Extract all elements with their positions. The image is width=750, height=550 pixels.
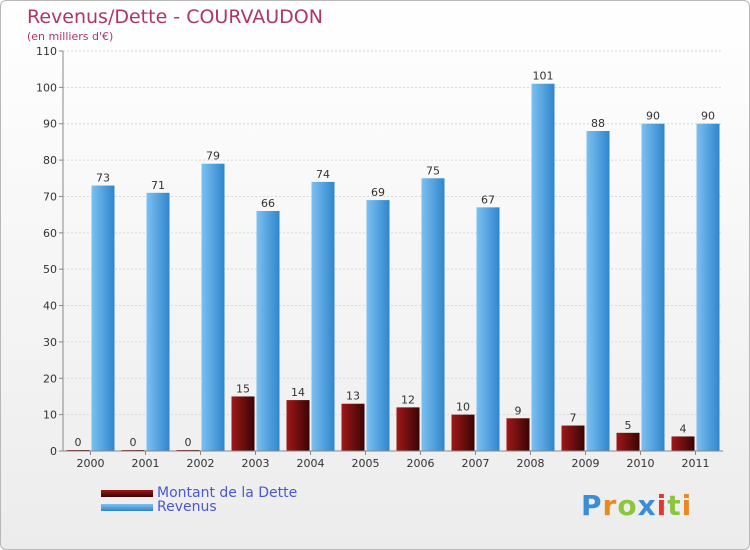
data-label: 67	[481, 193, 495, 206]
x-tick-label: 2002	[187, 457, 215, 470]
bar-revenus	[421, 178, 445, 452]
y-tick-label: 80	[43, 154, 57, 167]
x-tick-label: 2000	[77, 457, 105, 470]
y-tick-label: 0	[50, 445, 57, 458]
bar-revenus	[696, 123, 720, 452]
bar-revenus	[91, 185, 115, 451]
chart-title: Revenus/Dette - COURVAUDON	[27, 6, 323, 28]
proxiti-logo: Proxiti	[581, 489, 692, 522]
y-tick-label: 60	[43, 227, 57, 240]
y-tick-label: 70	[43, 190, 57, 203]
data-label: 90	[646, 110, 660, 123]
y-tick-label: 50	[43, 263, 57, 276]
data-label: 0	[75, 436, 82, 449]
y-tick-label: 100	[36, 81, 57, 94]
data-label: 69	[371, 186, 385, 199]
x-tick-label: 2007	[462, 457, 490, 470]
logo-letter: i	[656, 489, 668, 522]
y-tick-label: 90	[43, 118, 57, 131]
logo-letter: i	[681, 489, 693, 522]
data-label: 14	[291, 386, 305, 399]
bar-revenus	[641, 123, 665, 452]
data-label: 12	[401, 393, 415, 406]
legend-label-revenus: Revenus	[157, 499, 217, 515]
legend-label-dette: Montant de la Dette	[157, 485, 298, 501]
data-label: 73	[96, 172, 110, 185]
bar-revenus	[531, 83, 555, 452]
bar-dette	[451, 414, 475, 451]
x-tick-label: 2001	[132, 457, 160, 470]
data-label: 9	[515, 404, 522, 417]
bar-dette	[671, 436, 695, 451]
data-label: 4	[680, 422, 687, 435]
bar-revenus	[256, 211, 280, 451]
bar-revenus	[366, 200, 390, 451]
bar-dette	[231, 396, 255, 451]
bar-dette	[561, 425, 585, 451]
y-tick-label: 30	[43, 336, 57, 349]
bar-dette	[286, 400, 310, 451]
y-tick-label: 20	[43, 372, 57, 385]
x-tick-label: 2004	[297, 457, 325, 470]
data-label: 15	[236, 382, 250, 395]
legend-swatch-dette	[101, 490, 153, 497]
legend-swatch-revenus	[101, 504, 153, 511]
y-tick-label: 10	[43, 409, 57, 422]
data-label: 75	[426, 164, 440, 177]
data-label: 10	[456, 401, 470, 414]
bar-revenus	[311, 181, 335, 451]
x-tick-label: 2005	[352, 457, 380, 470]
x-tick-label: 2006	[407, 457, 435, 470]
bar-dette	[616, 432, 640, 451]
bar-dette	[396, 407, 420, 451]
y-tick-label: 110	[36, 45, 57, 58]
y-tick-label: 40	[43, 300, 57, 313]
data-label: 79	[206, 150, 220, 163]
x-tick-label: 2009	[572, 457, 600, 470]
logo-letter: o	[617, 489, 638, 522]
data-label: 0	[130, 436, 137, 449]
x-tick-label: 2003	[242, 457, 270, 470]
data-label: 74	[316, 168, 330, 181]
bar-dette	[506, 418, 530, 451]
legend-item-revenus: Revenus	[101, 499, 401, 517]
x-tick-label: 2010	[627, 457, 655, 470]
x-tick-label: 2008	[517, 457, 545, 470]
data-label: 88	[591, 117, 605, 130]
data-label: 101	[533, 70, 554, 83]
chart-subtitle: (en milliers d'€)	[27, 30, 114, 43]
data-label: 0	[185, 436, 192, 449]
logo-letter: t	[667, 489, 682, 522]
bar-revenus	[146, 192, 170, 451]
bar-revenus	[476, 207, 500, 451]
data-label: 5	[625, 419, 632, 432]
legend-item-dette: Montant de la Dette	[101, 485, 401, 503]
logo-letter: x	[637, 489, 657, 522]
logo-letter: P	[581, 489, 603, 522]
bar-revenus	[201, 163, 225, 451]
bar-revenus	[586, 131, 610, 451]
bar-dette	[341, 403, 365, 451]
data-label: 66	[261, 197, 275, 210]
logo-letter: r	[602, 489, 618, 522]
data-label: 71	[151, 179, 165, 192]
data-label: 7	[570, 412, 577, 425]
x-tick-label: 2011	[682, 457, 710, 470]
data-label: 13	[346, 390, 360, 403]
data-label: 90	[701, 110, 715, 123]
